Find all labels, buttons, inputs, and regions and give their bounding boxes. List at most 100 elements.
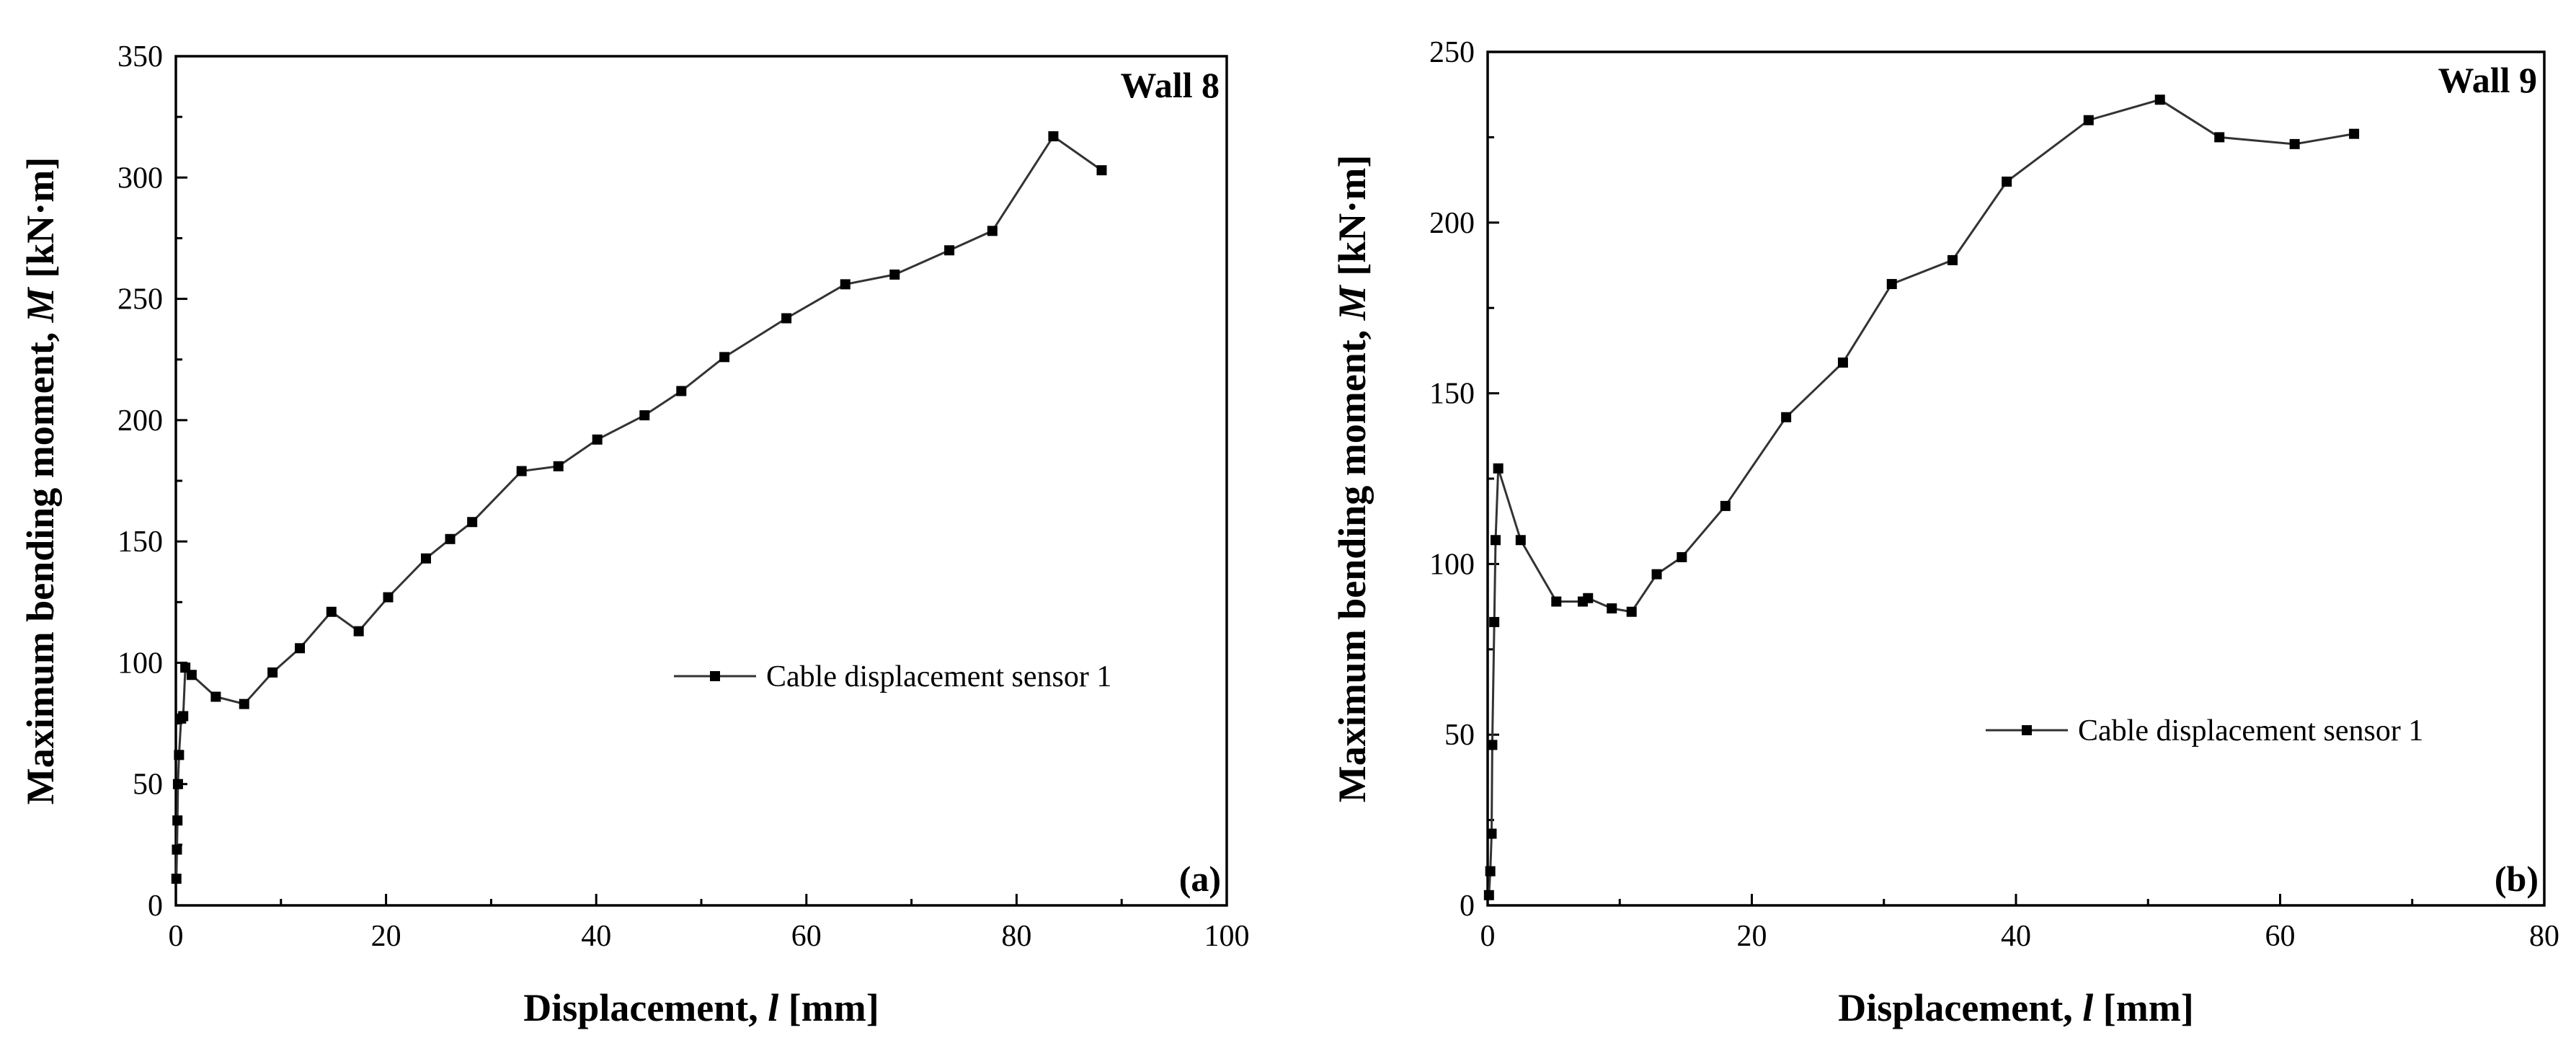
y-tick-label: 100 xyxy=(1429,548,1475,581)
x-tick-label: 40 xyxy=(581,920,611,953)
series-line xyxy=(1488,98,2355,895)
data-point xyxy=(1515,535,1526,546)
x-axis-title-text: Displacement, xyxy=(523,986,768,1029)
data-point xyxy=(383,592,394,603)
data-point xyxy=(172,779,183,789)
y-tick-label: 250 xyxy=(117,283,163,316)
x-tick-label: 20 xyxy=(371,920,401,953)
plot-frame xyxy=(1486,50,2546,907)
data-point xyxy=(2349,128,2360,139)
x-tick-label: 60 xyxy=(791,920,822,953)
data-point xyxy=(1720,500,1731,511)
y-tick-label: 350 xyxy=(117,40,163,74)
plot-frame xyxy=(174,55,1228,907)
y-axis-title: Maximum bending moment, M [kN·m] xyxy=(19,157,62,805)
data-point xyxy=(239,699,249,709)
panel-title: Wall 8 xyxy=(1120,65,1220,105)
data-point xyxy=(1490,535,1501,546)
data-point xyxy=(1489,616,1500,627)
data-point xyxy=(889,269,900,280)
data-point xyxy=(1676,551,1687,562)
y-tick-label: 200 xyxy=(1429,207,1475,240)
y-tick-label: 0 xyxy=(1460,890,1475,923)
data-point xyxy=(1947,254,1958,265)
x-tick-label: 0 xyxy=(169,920,184,953)
data-point xyxy=(1551,596,1562,607)
data-point xyxy=(267,667,278,678)
y-axis-title-unit: [kN·m] xyxy=(19,157,62,288)
x-axis-title: Displacement, l [mm] xyxy=(523,986,879,1029)
data-point xyxy=(676,386,687,396)
chart-panel-0: 0 20 40 60 80 100 0 50 100 150 200 250 300 350 Displac… xyxy=(19,40,1250,1029)
x-tick-label: 100 xyxy=(1204,920,1250,953)
y-axis-title: Maximum bending moment, M [kN·m] xyxy=(1331,155,1374,803)
y-tick-label: 250 xyxy=(1429,36,1475,69)
y-tick-label: 0 xyxy=(148,890,163,923)
y-tick-label: 50 xyxy=(133,768,163,802)
data-point xyxy=(1837,357,1848,368)
y-tick-label: 100 xyxy=(117,647,163,680)
data-point xyxy=(1583,593,1594,603)
y-axis-title-var: M xyxy=(19,286,62,323)
data-point xyxy=(840,279,850,290)
y-tick-label: 300 xyxy=(117,161,163,195)
data-point xyxy=(1493,463,1504,474)
data-point xyxy=(553,461,564,471)
data-point xyxy=(1626,606,1637,617)
data-point xyxy=(1651,569,1662,580)
data-point xyxy=(1485,866,1496,877)
x-axis-title-var: l xyxy=(2082,986,2093,1029)
y-tick-label: 150 xyxy=(1429,378,1475,411)
y-tick-label: 50 xyxy=(1444,719,1475,752)
data-point xyxy=(210,691,221,702)
data-point xyxy=(2289,138,2300,149)
data-point xyxy=(172,844,182,855)
panel-label: (a) xyxy=(1179,859,1221,899)
x-axis-title: Displacement, l [mm] xyxy=(1838,986,2193,1029)
legend-label: Cable displacement sensor 1 xyxy=(766,660,1111,693)
chart-panel-1: 0 20 40 60 80 0 50 100 150 200 250 Displacement, l … xyxy=(1331,36,2559,1029)
x-axis-title-unit: [mm] xyxy=(2093,986,2193,1029)
data-point xyxy=(1048,131,1059,142)
data-point xyxy=(1096,165,1107,176)
data-point xyxy=(2002,176,2012,187)
x-tick-label: 80 xyxy=(2529,920,2559,953)
data-point xyxy=(295,643,306,654)
x-axis-title-unit: [mm] xyxy=(778,986,879,1029)
data-point xyxy=(987,226,998,236)
x-tick-label: 40 xyxy=(2001,920,2031,953)
series-line xyxy=(175,134,1103,879)
data-point xyxy=(781,313,792,324)
data-point xyxy=(719,352,730,363)
x-axis-title-text: Displacement, xyxy=(1838,986,2082,1029)
x-tick-label: 60 xyxy=(2265,920,2296,953)
data-point xyxy=(2083,115,2094,125)
data-point xyxy=(326,606,337,617)
y-axis-title-unit: [kN·m] xyxy=(1331,155,1374,286)
data-point xyxy=(516,466,527,476)
data-point xyxy=(178,711,189,722)
data-point xyxy=(186,670,197,680)
data-point xyxy=(1607,603,1617,613)
x-tick-label: 80 xyxy=(1001,920,1031,953)
legend-marker xyxy=(2022,725,2032,735)
x-tick-label: 0 xyxy=(1480,920,1496,953)
data-point xyxy=(592,434,603,445)
data-point xyxy=(171,873,182,884)
y-axis-title-text: Maximum bending moment, xyxy=(1331,320,1374,802)
data-point xyxy=(639,410,650,421)
legend-marker xyxy=(710,671,720,681)
data-point xyxy=(1483,890,1494,900)
data-point xyxy=(467,517,478,528)
data-point xyxy=(172,815,183,826)
panel-label: (b) xyxy=(2495,859,2539,899)
data-point xyxy=(944,245,955,256)
data-point xyxy=(1781,412,1792,422)
data-point xyxy=(174,750,185,760)
y-tick-label: 200 xyxy=(117,404,163,438)
legend-label: Cable displacement sensor 1 xyxy=(2078,714,2423,748)
y-axis-title-var: M xyxy=(1331,284,1374,321)
data-point xyxy=(1886,279,1897,290)
